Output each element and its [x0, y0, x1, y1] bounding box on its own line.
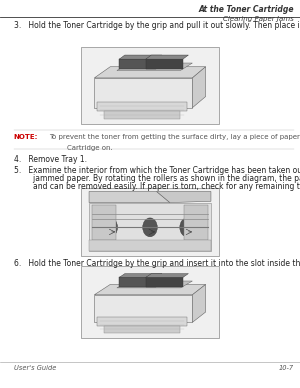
- Circle shape: [103, 218, 118, 237]
- Text: To prevent the toner from getting the surface dirty, lay a piece of paper down t: To prevent the toner from getting the su…: [50, 134, 300, 140]
- Polygon shape: [94, 284, 206, 295]
- Text: 10-7: 10-7: [279, 365, 294, 371]
- Text: 3.   Hold the Toner Cartridge by the grip and pull it out slowly. Then place it : 3. Hold the Toner Cartridge by the grip …: [14, 21, 300, 30]
- Polygon shape: [117, 281, 192, 288]
- Polygon shape: [97, 102, 187, 111]
- Polygon shape: [94, 78, 192, 108]
- Text: User's Guide: User's Guide: [14, 365, 56, 371]
- Polygon shape: [117, 63, 192, 71]
- Text: and can be removed easily. If paper is torn, check for any remaining torn pieces: and can be removed easily. If paper is t…: [14, 182, 300, 191]
- Polygon shape: [94, 67, 206, 78]
- Text: Clearing Paper Jams: Clearing Paper Jams: [223, 16, 294, 22]
- Text: NOTE:: NOTE:: [14, 134, 38, 140]
- Bar: [92, 204, 116, 241]
- Polygon shape: [192, 67, 206, 108]
- Polygon shape: [89, 192, 170, 203]
- Bar: [103, 111, 181, 119]
- Polygon shape: [146, 274, 188, 277]
- Bar: [184, 204, 208, 241]
- Polygon shape: [157, 192, 211, 203]
- Polygon shape: [94, 295, 192, 322]
- Polygon shape: [146, 277, 183, 286]
- Bar: [89, 203, 211, 251]
- Text: Cartridge on.: Cartridge on.: [50, 145, 113, 151]
- Polygon shape: [97, 317, 187, 326]
- Bar: [81, 47, 219, 124]
- Circle shape: [143, 218, 157, 237]
- Bar: [81, 188, 219, 256]
- Text: jammed paper. By rotating the rollers as shown in the diagram, the paper will be: jammed paper. By rotating the rollers as…: [14, 174, 300, 183]
- Polygon shape: [119, 59, 156, 69]
- Polygon shape: [146, 55, 188, 59]
- Text: 5.   Examine the interior from which the Toner Cartridge has been taken out and : 5. Examine the interior from which the T…: [14, 166, 300, 175]
- Polygon shape: [119, 55, 162, 59]
- Circle shape: [180, 218, 194, 237]
- Text: 6.   Hold the Toner Cartridge by the grip and insert it into the slot inside the: 6. Hold the Toner Cartridge by the grip …: [14, 259, 300, 268]
- Text: 4.   Remove Tray 1.: 4. Remove Tray 1.: [14, 155, 86, 164]
- Bar: [81, 266, 219, 338]
- Bar: [89, 240, 211, 251]
- Polygon shape: [119, 277, 156, 286]
- Polygon shape: [192, 284, 206, 322]
- Bar: [103, 326, 181, 333]
- Polygon shape: [146, 59, 183, 69]
- Text: At the Toner Cartridge: At the Toner Cartridge: [199, 5, 294, 14]
- Polygon shape: [119, 274, 162, 277]
